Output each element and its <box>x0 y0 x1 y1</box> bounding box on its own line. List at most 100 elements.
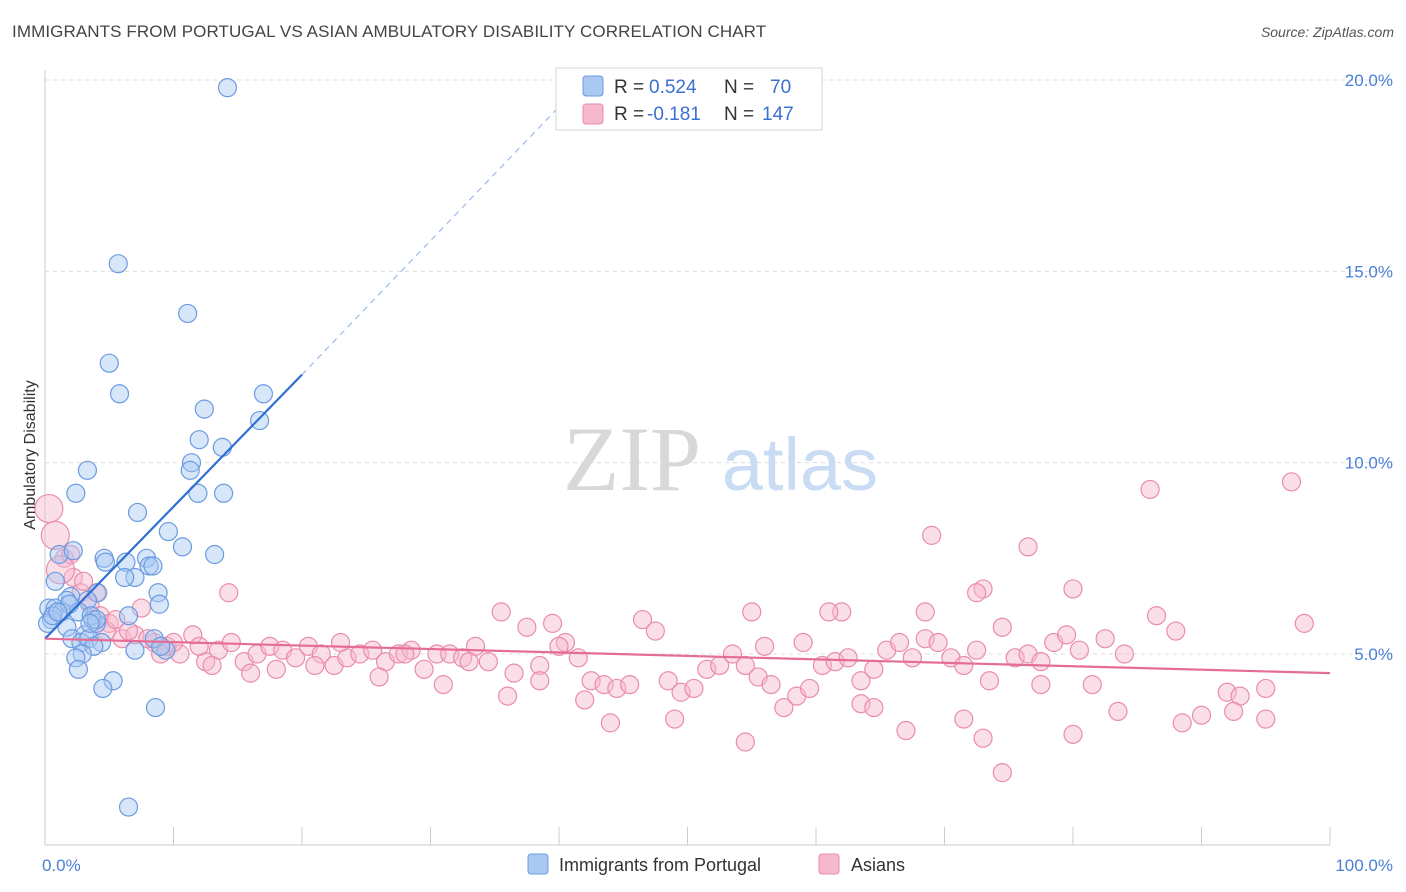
point-portugal-68 <box>48 602 68 622</box>
point-asians-89 <box>1140 479 1160 500</box>
point-asians-32 <box>388 644 408 664</box>
y-tick-label-1: 10.0% <box>1345 454 1393 473</box>
point-asians-11 <box>112 629 132 649</box>
point-asians-84 <box>1056 625 1077 645</box>
point-asians-131 <box>189 636 209 656</box>
point-portugal-59 <box>103 671 123 691</box>
point-asians-91 <box>1191 705 1212 725</box>
point-asians-54 <box>671 682 691 702</box>
legend-n-value-1: 70 <box>770 77 791 98</box>
point-asians-125 <box>530 671 550 691</box>
point-asians-61 <box>761 675 781 695</box>
point-asians-130 <box>241 663 261 683</box>
point-asians-113 <box>992 763 1012 783</box>
point-portugal-43 <box>118 606 139 626</box>
point-asians-76 <box>954 655 974 676</box>
series-legend: Immigrants from Portugal Asians <box>527 853 905 875</box>
point-asians-67 <box>838 648 858 668</box>
point-asians-43 <box>530 655 550 676</box>
legend-n-value-2: 147 <box>762 104 794 125</box>
point-asians-127 <box>433 675 453 695</box>
point-asians-136 <box>45 555 76 585</box>
point-asians-103 <box>967 583 987 603</box>
point-asians-98 <box>954 709 974 729</box>
point-portugal-4 <box>109 384 130 404</box>
point-asians-90 <box>1166 621 1186 641</box>
point-portugal-24 <box>116 552 136 572</box>
point-portugal-66 <box>115 567 135 588</box>
point-portugal-8 <box>189 430 209 450</box>
point-asians-48 <box>594 675 614 695</box>
point-asians-47 <box>581 671 601 691</box>
point-portugal-7 <box>249 410 270 431</box>
point-asians-112 <box>973 728 993 748</box>
point-asians-100 <box>1018 537 1038 557</box>
grid-lines <box>45 79 1392 655</box>
trend-line-asians <box>44 637 1331 675</box>
point-portugal-17 <box>158 521 178 542</box>
point-asians-115 <box>1108 701 1128 722</box>
point-asians-9 <box>219 583 239 603</box>
point-asians-65 <box>812 655 833 676</box>
point-asians-62 <box>774 697 794 718</box>
legend-r-value-1: 0.524 <box>649 77 697 98</box>
point-asians-24 <box>285 648 306 668</box>
point-portugal-9 <box>212 437 232 457</box>
point-asians-92 <box>1217 682 1237 702</box>
point-asians-107 <box>742 602 762 622</box>
tick-labels: 5.0% 10.0% 15.0% 20.0% 0.0% 100.0% <box>42 71 1393 875</box>
point-portugal-46 <box>81 606 101 626</box>
chart-source: Source: ZipAtlas.com <box>1260 24 1394 40</box>
point-asians-3 <box>63 567 83 588</box>
point-asians-108 <box>754 636 775 656</box>
point-asians-44 <box>542 613 563 633</box>
point-asians-73 <box>915 629 935 649</box>
point-portugal-40 <box>57 617 77 637</box>
bottom-legend-label-portugal: Immigrants from Portugal <box>559 855 761 875</box>
point-asians-138 <box>106 609 126 630</box>
point-asians-22 <box>260 636 280 656</box>
point-asians-94 <box>1256 678 1276 699</box>
point-asians-15 <box>170 644 190 664</box>
point-asians-55 <box>684 678 704 699</box>
watermark: ZIP atlas <box>563 408 878 510</box>
point-portugal-25 <box>136 548 157 568</box>
point-asians-104 <box>915 602 935 622</box>
point-portugal-52 <box>84 636 104 656</box>
point-portugal-62 <box>118 797 139 817</box>
point-portugal-13 <box>66 483 86 503</box>
point-asians-80 <box>1005 648 1025 668</box>
point-asians-145 <box>459 652 479 672</box>
point-asians-78 <box>979 671 1000 691</box>
point-asians-146 <box>549 636 569 656</box>
point-asians-68 <box>851 671 871 691</box>
point-asians-66 <box>825 652 845 672</box>
point-asians-50 <box>620 675 640 695</box>
point-portugal-27 <box>143 556 163 576</box>
point-asians-58 <box>722 644 743 664</box>
point-asians-126 <box>498 686 518 706</box>
point-portugal-0 <box>217 78 238 98</box>
point-portugal-1 <box>108 254 128 274</box>
legend-swatch-pink <box>582 103 604 125</box>
point-asians-118 <box>1256 709 1276 729</box>
point-asians-79 <box>992 617 1012 637</box>
point-portugal-2 <box>178 303 198 324</box>
point-asians-101 <box>1063 579 1083 599</box>
correlation-legend: R = 0.524 N = 70 R = -0.181 N = 147 <box>555 67 823 131</box>
point-asians-56 <box>697 659 717 679</box>
point-portugal-58 <box>68 659 89 679</box>
y-tick-label-0: 5.0% <box>1354 645 1393 664</box>
point-portugal-67 <box>151 636 171 656</box>
point-asians-41 <box>504 663 524 683</box>
point-portugal-6 <box>194 399 214 419</box>
legend-r-label-1: R = <box>614 77 644 98</box>
point-portugal-15 <box>214 483 234 503</box>
point-asians-29 <box>350 644 370 664</box>
point-asians-97 <box>1146 606 1167 626</box>
point-asians-96 <box>1294 613 1314 633</box>
point-portugal-18 <box>172 537 193 557</box>
point-asians-1 <box>40 520 70 550</box>
y-tick-label-2: 15.0% <box>1345 262 1393 281</box>
point-portugal-16 <box>127 502 148 523</box>
